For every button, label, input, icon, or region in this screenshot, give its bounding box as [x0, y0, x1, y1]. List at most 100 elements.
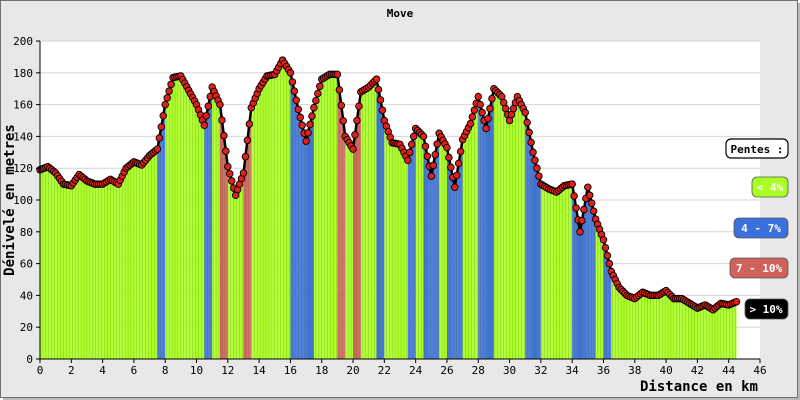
slope-bar — [324, 76, 326, 360]
elevation-point — [372, 75, 381, 83]
slope-bar — [404, 154, 406, 359]
slope-bar — [573, 190, 575, 359]
slope-bar — [268, 75, 270, 359]
slope-bar — [471, 116, 473, 359]
slope-bar — [418, 131, 420, 359]
slope-bar — [673, 298, 675, 359]
slope-bar — [228, 170, 230, 359]
slope-bar — [707, 306, 709, 359]
slope-bar — [497, 92, 499, 360]
slope-bar — [239, 181, 241, 359]
slope-bar — [728, 304, 730, 359]
slope-bar — [169, 87, 171, 360]
slope-bar — [510, 114, 512, 359]
slope-bar — [392, 142, 394, 359]
slope-bar — [291, 77, 293, 359]
slope-bar — [626, 295, 628, 359]
slope-bar — [666, 290, 668, 359]
slope-bar — [48, 167, 50, 359]
x-tick-label: 22 — [378, 364, 391, 377]
slope-bar — [310, 120, 311, 360]
slope-bar — [440, 135, 442, 359]
slope-bar — [141, 163, 143, 359]
slope-bar — [344, 128, 346, 359]
elevation-point — [202, 111, 211, 120]
slope-bar — [218, 100, 220, 359]
slope-bar — [358, 99, 360, 359]
elevation-point — [339, 117, 348, 125]
slope-bar — [213, 89, 215, 359]
slope-bar — [664, 291, 666, 359]
elevation-point — [482, 124, 490, 133]
slope-bar — [277, 67, 279, 360]
slope-bar — [62, 182, 64, 359]
slope-bar — [618, 285, 620, 359]
slope-bar — [520, 102, 522, 360]
slope-bar — [517, 96, 519, 360]
y-tick-label: 0 — [26, 353, 33, 366]
elevation-point — [204, 102, 213, 110]
slope-bar — [163, 110, 165, 359]
slope-bar — [188, 90, 190, 359]
slope-bar — [128, 165, 130, 359]
slope-bar — [644, 293, 646, 359]
slope-bar — [95, 184, 97, 359]
slope-bar — [662, 292, 664, 359]
slope-bar — [410, 144, 412, 359]
slope-bar — [483, 116, 485, 360]
slope-bars — [39, 60, 737, 360]
slope-bar — [150, 153, 152, 359]
slope-bar — [85, 179, 86, 359]
slope-bar — [646, 293, 648, 359]
slope-bar — [112, 180, 114, 359]
slope-bar — [406, 158, 408, 359]
slope-bar — [224, 143, 226, 359]
slope-bar — [401, 148, 403, 359]
slope-bar — [238, 184, 240, 359]
slope-bar — [477, 96, 479, 360]
slope-bar — [699, 306, 701, 359]
slope-bar — [280, 61, 282, 360]
slope-bar — [147, 156, 149, 359]
legend-item-under-4-swatch — [751, 176, 789, 198]
elevation-point — [586, 191, 594, 199]
slope-bar — [104, 182, 106, 359]
slope-bar — [456, 169, 458, 359]
slope-bar — [272, 74, 274, 360]
slope-bar — [340, 97, 342, 360]
x-tick-label: 32 — [534, 364, 547, 377]
elevation-point — [576, 228, 584, 236]
slope-bar — [263, 80, 265, 359]
slope-bar — [631, 297, 633, 359]
slope-bar — [436, 143, 438, 359]
slope-bar — [534, 156, 535, 359]
slope-bar — [362, 90, 364, 359]
slope-bar — [535, 160, 536, 359]
slope-bar — [298, 109, 300, 360]
slope-bar — [320, 79, 322, 359]
slope-bar — [225, 151, 227, 359]
slope-bar — [612, 273, 614, 359]
elevation-point — [167, 80, 175, 89]
slope-bar — [378, 89, 380, 360]
slope-bar — [506, 111, 508, 360]
slope-bar — [113, 181, 115, 359]
slope-bar — [536, 168, 538, 359]
slope-bar — [480, 104, 482, 359]
slope-bar — [735, 301, 737, 359]
y-tick-label: 40 — [20, 289, 33, 302]
slope-bar — [266, 75, 268, 359]
slope-bar — [127, 166, 129, 359]
slope-bar — [632, 297, 634, 359]
slope-bar — [571, 184, 573, 359]
y-tick-label: 140 — [13, 130, 33, 143]
slope-bar — [528, 127, 530, 359]
slope-bar — [685, 300, 687, 359]
slope-bar — [525, 112, 527, 359]
slope-bar — [553, 190, 555, 359]
slope-bar — [387, 128, 389, 359]
slope-bar — [189, 92, 191, 360]
elevation-point — [159, 111, 168, 120]
slope-bar — [106, 181, 108, 359]
slope-bar — [301, 121, 303, 359]
